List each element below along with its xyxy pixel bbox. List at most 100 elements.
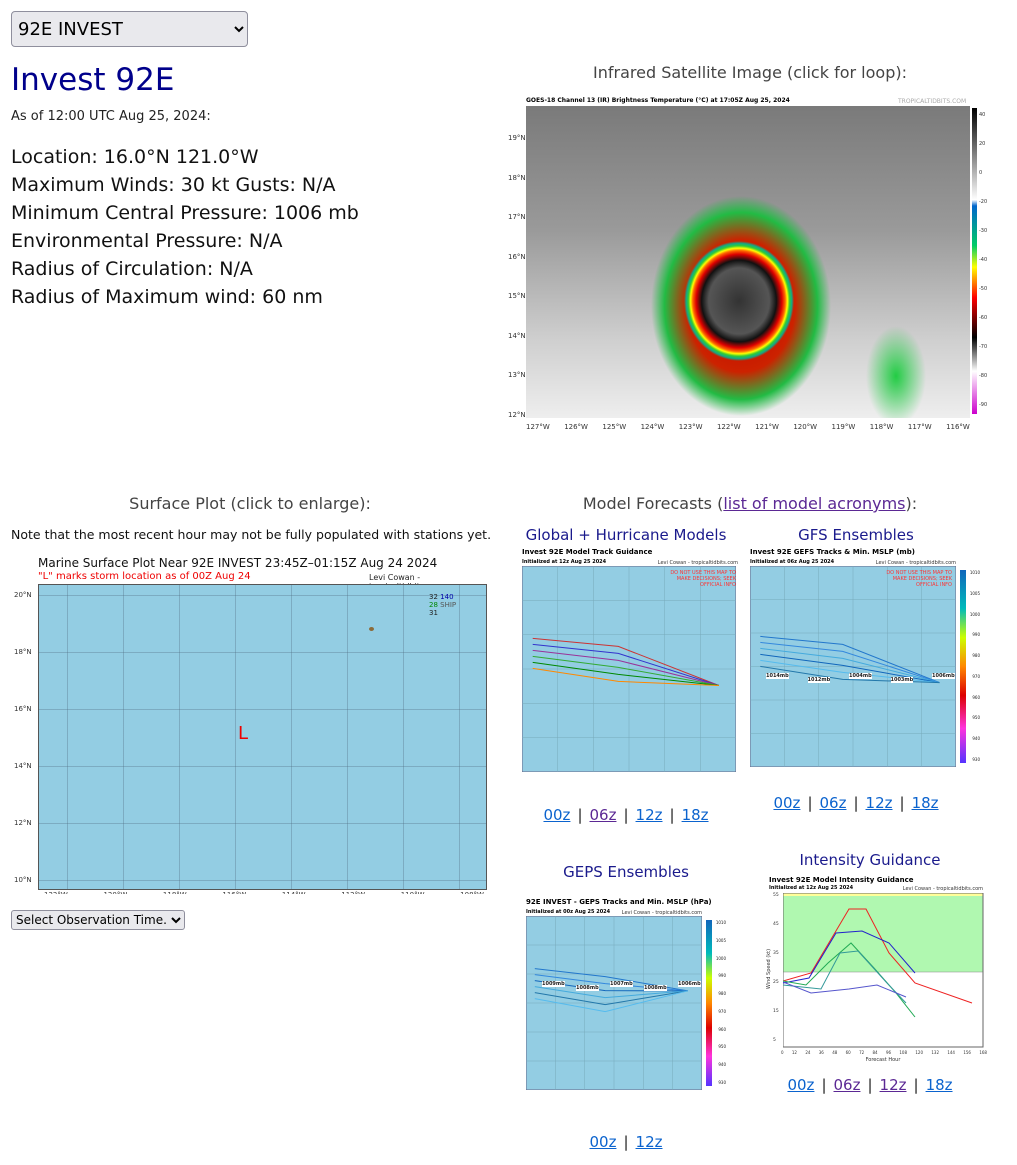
temperature-scale	[972, 108, 977, 414]
geps-credit: Levi Cowan - tropicaltidbits.com	[621, 910, 702, 916]
axis-tick-label: 120°W	[103, 891, 127, 894]
separator: |	[867, 1076, 873, 1094]
gfs-ensembles-image-link[interactable]: Invest 92E GEFS Tracks & Min. MSLP (mb) …	[746, 546, 982, 781]
as-of-timestamp: As of 12:00 UTC Aug 25, 2024:	[11, 109, 211, 124]
global-models-label: Global + Hurricane Models	[525, 526, 727, 544]
scale-label: 1010	[969, 570, 980, 575]
intensity-chart	[783, 893, 984, 1048]
axis-tick-label: -30	[979, 228, 988, 234]
geps-run-12z-link[interactable]: 12z	[635, 1133, 663, 1151]
axis-tick-label: 14°N	[14, 762, 32, 770]
global-run-00z-link[interactable]: 00z	[543, 806, 571, 824]
pressure-label: 1007mb	[610, 980, 633, 987]
gfs-ensembles-run-links: 00z | 06z | 12z | 18z	[746, 794, 966, 812]
scale-label: 950	[972, 715, 980, 721]
axis-tick-label: 119°W	[831, 423, 856, 431]
scale-label: 980	[972, 653, 980, 659]
global-models-image-link[interactable]: Invest 92E Model Track Guidance Initiali…	[518, 546, 744, 786]
intensity-guidance-image-link[interactable]: Invest 92E Model Intensity Guidance Init…	[765, 874, 987, 1068]
scale-label: 940	[972, 736, 980, 742]
axis-tick-label: 18°N	[14, 648, 32, 656]
track-line	[532, 637, 720, 686]
gfs-run-12z-link[interactable]: 12z	[865, 794, 893, 812]
observation-time-select[interactable]: Select Observation Time...	[11, 910, 185, 930]
track-line	[532, 667, 719, 686]
ship-pressure: 140	[440, 593, 454, 601]
axis-tick-label: 40	[979, 112, 986, 118]
pressure-label: 1006mb	[932, 672, 955, 679]
intensity-run-12z-link[interactable]: 12z	[879, 1076, 907, 1094]
geps-init: Initialized at 00z Aug 25 2024	[526, 909, 611, 915]
axis-tick-label: 0	[781, 1050, 784, 1055]
geps-ensembles-image-link[interactable]: 92E INVEST - GEPS Tracks and Min. MSLP (…	[522, 896, 728, 1104]
gfs-run-06z-link[interactable]: 06z	[819, 794, 847, 812]
satellite-image	[526, 106, 970, 418]
track-line	[534, 990, 689, 1013]
global-run-06z-link[interactable]: 06z	[589, 806, 617, 824]
info-env-pressure: Environmental Pressure: N/A	[11, 230, 283, 252]
axis-tick-label: 72	[859, 1050, 865, 1055]
intensity-ylabel: Wind Speed (kt)	[766, 948, 772, 990]
surface-note: Note that the most recent hour may not b…	[11, 527, 492, 542]
gfs-credit: Levi Cowan - tropicaltidbits.com	[875, 560, 956, 566]
scale-label: 990	[972, 632, 980, 638]
axis-tick-label: 20	[979, 141, 986, 147]
scale-label: 970	[718, 1008, 726, 1014]
surface-plot-link[interactable]: Marine Surface Plot Near 92E INVEST 23:4…	[14, 554, 494, 894]
global-models-run-links: 00z | 06z | 12z | 18z	[516, 806, 736, 824]
axis-tick-label: 126°W	[564, 423, 588, 431]
axis-tick-label: 12	[791, 1050, 797, 1055]
axis-tick-label: 60	[845, 1050, 851, 1055]
axis-tick-label: 117°W	[907, 423, 932, 431]
intensity-guidance-label: Intensity Guidance	[799, 851, 941, 869]
axis-tick-label: 48	[832, 1050, 838, 1055]
axis-tick-label: 132	[931, 1050, 939, 1055]
geps-ensembles-run-links: 00z | 12z	[516, 1133, 736, 1151]
axis-tick-label: -90	[979, 402, 988, 408]
axis-tick-label: 121°W	[755, 423, 779, 431]
axis-tick-label: 55	[773, 893, 779, 898]
global-run-18z-link[interactable]: 18z	[681, 806, 709, 824]
intensity-series-line	[783, 981, 907, 998]
axis-tick-label: 156	[963, 1050, 971, 1055]
axis-tick-label: 110°W	[401, 891, 425, 894]
info-location: Location: 16.0°N 121.0°W	[11, 146, 259, 168]
intensity-run-18z-link[interactable]: 18z	[925, 1076, 953, 1094]
separator: |	[669, 806, 675, 824]
gfs-run-18z-link[interactable]: 18z	[911, 794, 939, 812]
global-run-12z-link[interactable]: 12z	[635, 806, 663, 824]
info-max-winds: Maximum Winds: 30 kt Gusts: N/A	[11, 174, 336, 196]
axis-tick-label: 116°W	[222, 891, 246, 894]
global-image-title: Invest 92E Model Track Guidance	[522, 548, 653, 556]
intensity-run-06z-link[interactable]: 06z	[833, 1076, 861, 1094]
gfs-run-00z-link[interactable]: 00z	[773, 794, 801, 812]
scale-label: 950	[718, 1044, 726, 1050]
satellite-image-link[interactable]: GOES-18 Channel 13 (IR) Brightness Tempe…	[508, 94, 993, 434]
geps-run-00z-link[interactable]: 00z	[589, 1133, 617, 1151]
separator: |	[853, 794, 859, 812]
axis-tick-label: 17°N	[508, 213, 526, 221]
ship-observation: 32 140 28 SHIP 31	[429, 593, 456, 617]
info-radius-max-wind: Radius of Maximum wind: 60 nm	[11, 286, 323, 308]
intensity-run-00z-link[interactable]: 00z	[787, 1076, 815, 1094]
axis-tick-label: 12°N	[508, 410, 526, 419]
model-acronyms-link[interactable]: list of model acronyms	[723, 494, 906, 513]
axis-tick-label: 15	[773, 1009, 779, 1014]
gfs-track-map	[750, 566, 956, 767]
intensity-credit: Levi Cowan - tropicaltidbits.com	[902, 886, 983, 892]
geps-ensembles-label: GEPS Ensembles	[563, 863, 689, 881]
axis-tick-label: 15°N	[508, 292, 526, 300]
scale-label: 930	[718, 1080, 726, 1085]
track-line	[760, 635, 940, 684]
storm-select[interactable]: 92E INVEST	[11, 11, 248, 47]
axis-tick-label: -40	[979, 257, 988, 263]
pressure-label: 1008mb	[644, 984, 667, 991]
separator: |	[807, 794, 813, 812]
track-line	[532, 655, 719, 686]
axis-tick-label: 118°W	[869, 423, 894, 431]
scale-label: 1005	[969, 590, 980, 596]
separator: |	[577, 806, 583, 824]
scale-label: 960	[972, 694, 980, 700]
island	[369, 627, 374, 631]
separator: |	[623, 1133, 629, 1151]
